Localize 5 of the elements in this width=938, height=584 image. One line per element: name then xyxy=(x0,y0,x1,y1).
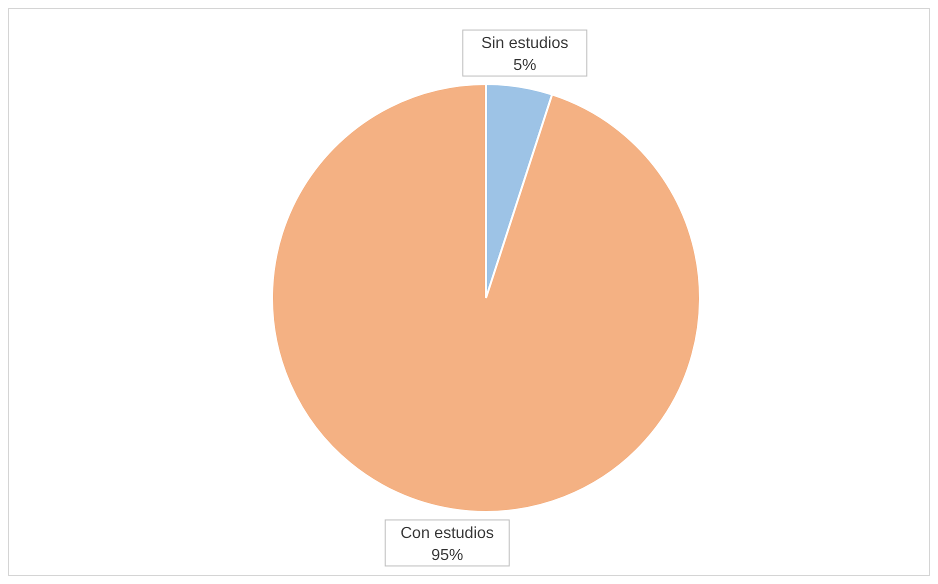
slice-label: Sin estudios xyxy=(481,35,568,52)
slice-label: Con estudios xyxy=(400,524,494,542)
data-label: 95% xyxy=(431,546,464,564)
pie-slice xyxy=(271,83,701,513)
data-label: 5% xyxy=(513,57,536,74)
